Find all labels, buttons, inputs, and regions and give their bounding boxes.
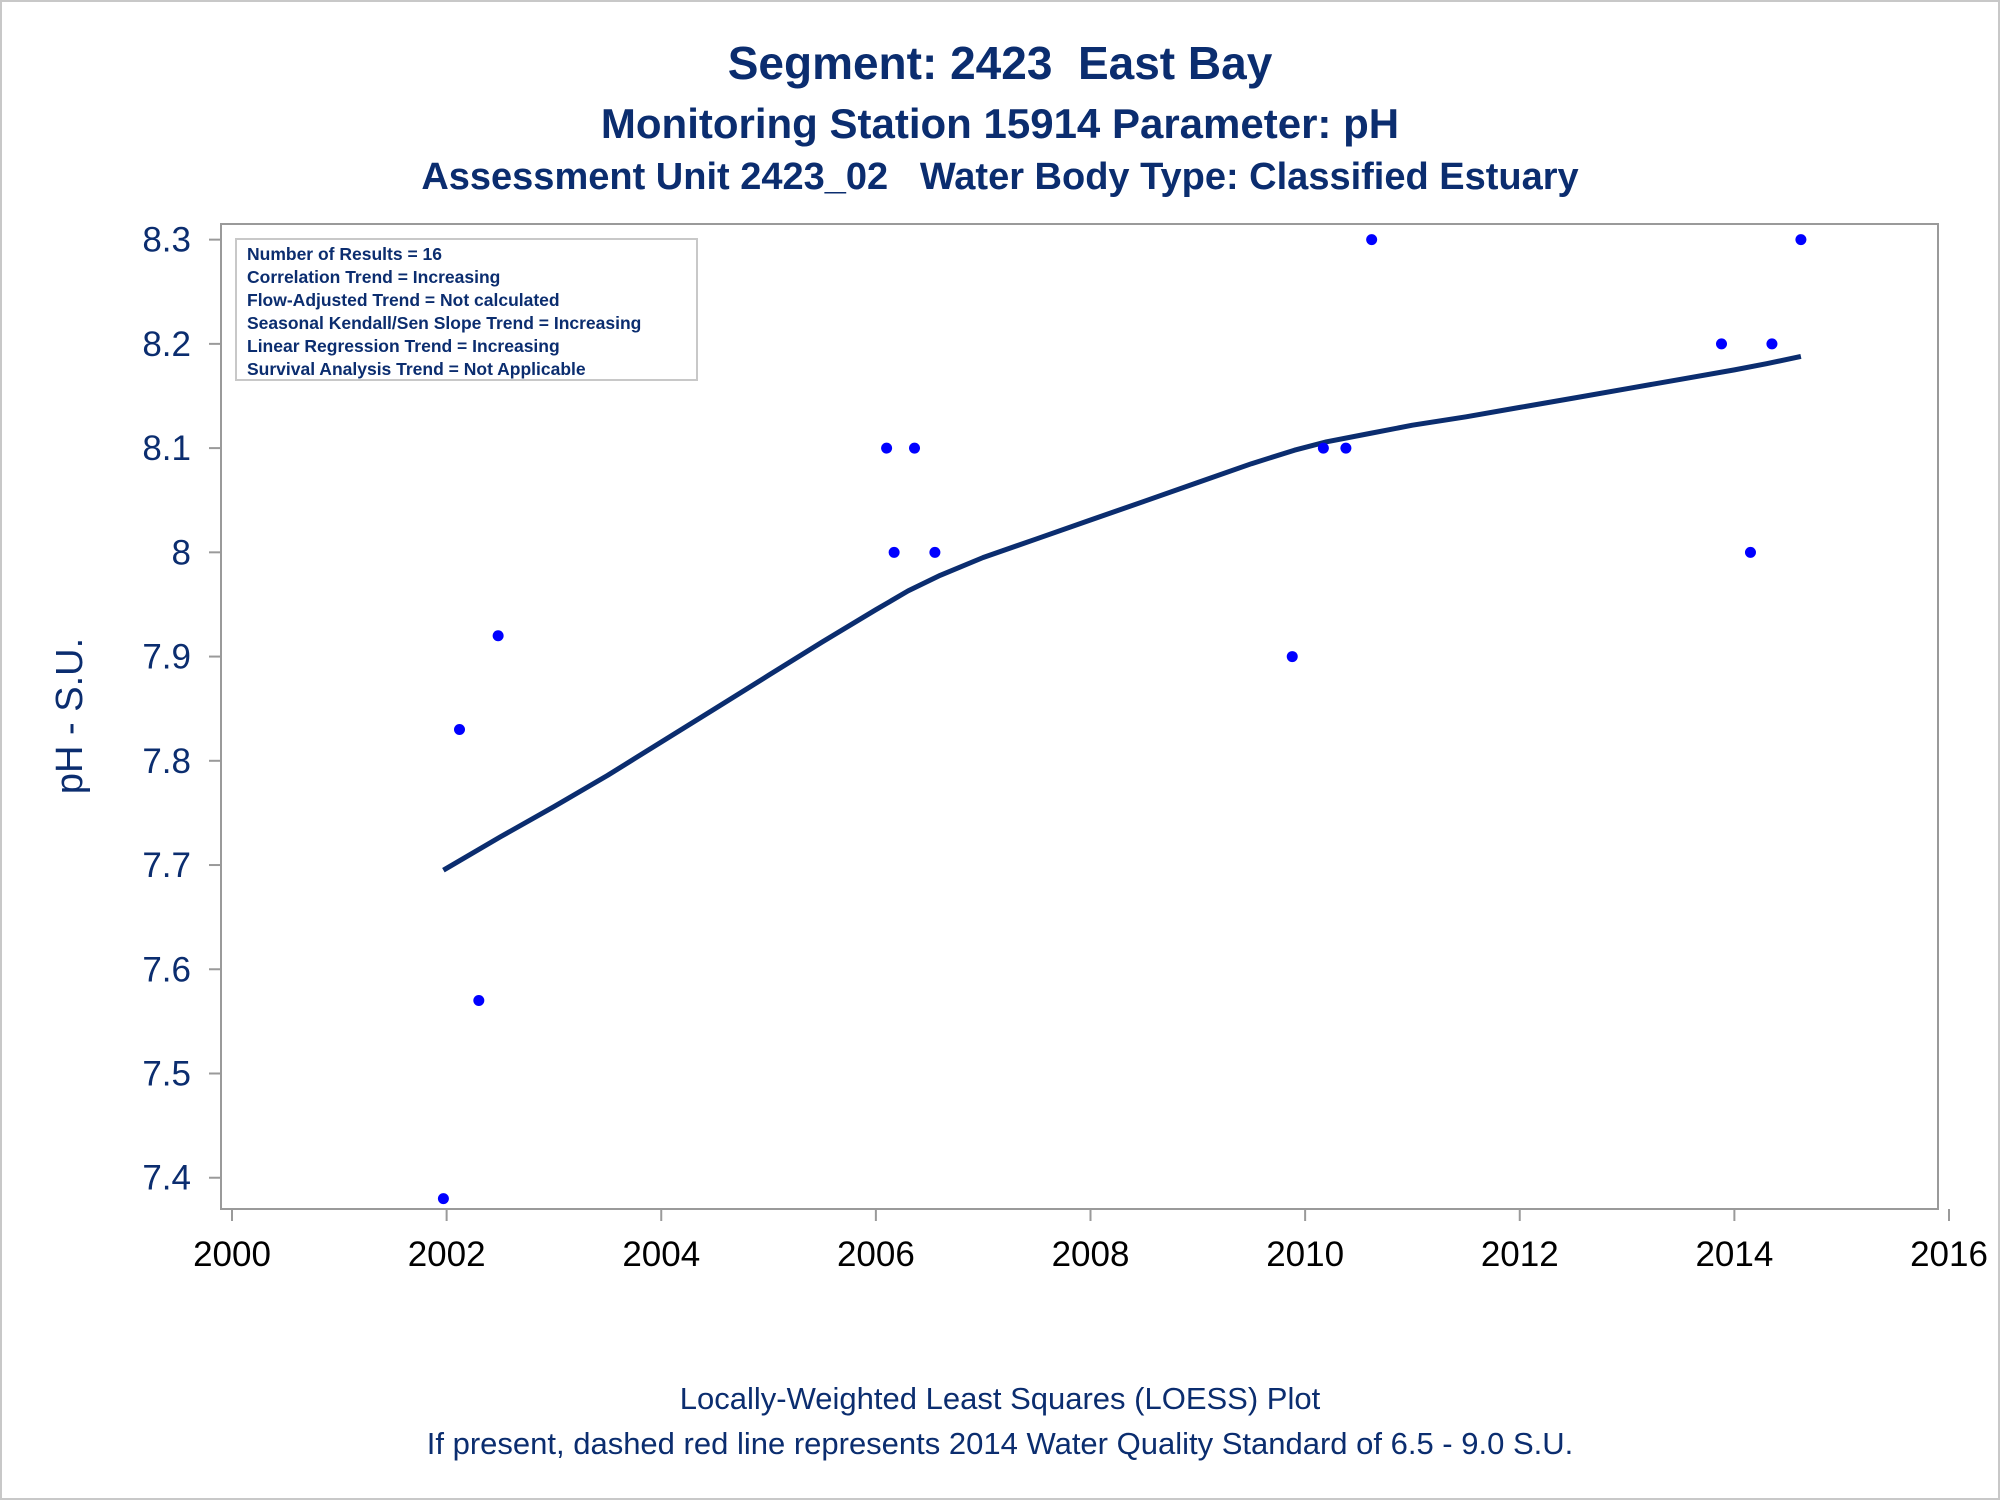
data-point — [909, 442, 921, 454]
data-point — [929, 546, 941, 558]
y-tick-label: 8.3 — [142, 221, 191, 260]
y-tick-label: 7.4 — [142, 1159, 191, 1198]
data-point — [473, 995, 485, 1007]
data-point — [888, 546, 900, 558]
x-tick-label: 2006 — [837, 1235, 915, 1274]
y-tick-label: 7.5 — [142, 1054, 191, 1093]
y-tick-label: 7.7 — [142, 846, 191, 885]
x-tick-label: 2008 — [1052, 1235, 1130, 1274]
loess-line — [442, 353, 1802, 873]
x-tick-label: 2010 — [1266, 1235, 1344, 1274]
data-point — [454, 724, 466, 736]
data-point — [881, 442, 893, 454]
data-point — [1317, 442, 1329, 454]
data-point — [492, 630, 504, 642]
legend-line-linear-regression: Linear Regression Trend = Increasing — [247, 336, 560, 356]
legend-line-results: Number of Results = 16 — [247, 244, 442, 264]
legend-line-flow-adjusted: Flow-Adjusted Trend = Not calculated — [247, 290, 560, 310]
data-point — [1366, 234, 1378, 246]
plot-area: 2000 2002 2004 2006 2008 2010 2012 2014 2016 7.4 7… — [142, 221, 1988, 1274]
data-point — [1795, 234, 1807, 246]
x-tick-label: 2012 — [1481, 1235, 1559, 1274]
y-axis-label: pH - S.U. — [49, 638, 91, 794]
plot-border — [220, 223, 1939, 1210]
y-tick-label: 7.8 — [142, 742, 191, 781]
trend-legend-border — [235, 238, 698, 381]
y-tick-label: 7.6 — [142, 950, 191, 989]
x-tick-label: 2004 — [622, 1235, 700, 1274]
trend-legend-box: Number of Results = 16 Correlation Trend… — [235, 238, 698, 381]
legend-line-correlation: Correlation Trend = Increasing — [247, 267, 500, 287]
chart-subtitle: Monitoring Station 15914 Parameter: pH — [600, 100, 1400, 147]
data-point — [1286, 651, 1298, 663]
x-tick-label: 2016 — [1910, 1235, 1988, 1274]
chart-title: Segment: 2423 East Bay — [727, 37, 1273, 89]
data-point — [437, 1193, 449, 1205]
x-tick-label: 2014 — [1695, 1235, 1773, 1274]
y-tick-label: 7.9 — [142, 638, 191, 677]
legend-line-seasonal-kendall: Seasonal Kendall/Sen Slope Trend = Incre… — [247, 313, 641, 333]
y-tick-label: 8.2 — [142, 325, 191, 364]
x-tick-label: 2002 — [408, 1235, 486, 1274]
data-point — [1744, 546, 1756, 558]
footnote-standard: If present, dashed red line represents 2… — [426, 1426, 1574, 1461]
x-tick-label: 2000 — [193, 1235, 271, 1274]
legend-line-survival: Survival Analysis Trend = Not Applicable — [247, 359, 586, 379]
chart-subtitle-2: Assessment Unit 2423_02 Water Body Type:… — [421, 156, 1579, 198]
data-point — [1766, 338, 1778, 350]
data-point — [1340, 442, 1352, 454]
data-point — [1715, 338, 1727, 350]
y-tick-label: 8 — [172, 533, 191, 572]
footnote-method: Locally-Weighted Least Squares (LOESS) P… — [679, 1381, 1321, 1416]
y-tick-label: 8.1 — [142, 429, 191, 468]
